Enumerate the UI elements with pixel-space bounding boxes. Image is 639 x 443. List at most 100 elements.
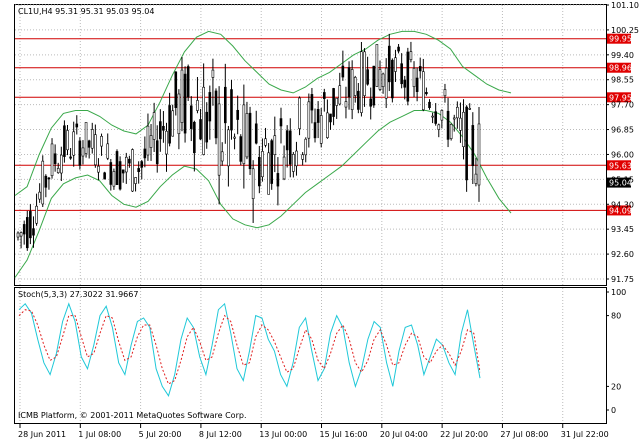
candle-body (242, 104, 246, 164)
candle-body (449, 124, 453, 139)
price-level-label: 97.95 (609, 93, 632, 102)
candle-body (323, 92, 326, 99)
time-tick-label: 1 Jul 08:00 (78, 430, 121, 439)
candle-body (258, 156, 261, 187)
grid (15, 4, 606, 423)
candle-body (162, 125, 165, 131)
price-level-label: 94.09 (609, 206, 632, 215)
stochastic-title: Stoch(5,3,3) 27.3022 31.9667 (18, 290, 138, 299)
candle-body (41, 160, 45, 205)
candle-body (239, 136, 243, 162)
candle-body (434, 111, 437, 124)
current-price-tag (607, 177, 631, 188)
candle-body (319, 115, 323, 144)
candle-body (230, 89, 233, 131)
candle-body (372, 65, 376, 106)
time-tick-label: 5 Jul 20:00 (139, 430, 182, 439)
candle-body (100, 135, 103, 147)
candle-body (72, 131, 75, 156)
candle-body (63, 125, 66, 157)
candle-body (471, 125, 475, 167)
stochastic-tick-label: 80 (611, 312, 621, 321)
candle-body (214, 90, 218, 139)
candle-body (16, 232, 20, 238)
candle-body (338, 85, 342, 105)
time-tick-label: 8 Jul 12:00 (199, 430, 242, 439)
candle-body (360, 51, 363, 113)
price-tick-label: 97.70 (611, 101, 634, 110)
candle-body (335, 97, 338, 106)
candle-body (350, 69, 354, 110)
stochastic-tick-label: 20 (611, 382, 621, 391)
candle-body (233, 136, 236, 139)
candle-body (477, 123, 481, 186)
candle-body (134, 177, 137, 184)
candle-body (109, 162, 113, 185)
candle-body (165, 130, 168, 155)
candle-body (363, 51, 366, 96)
price-level-tag (607, 92, 631, 103)
candle-body (124, 156, 128, 173)
candle-body (196, 100, 199, 111)
candle-body (19, 232, 23, 237)
candle-body (329, 113, 332, 123)
candle-body (400, 63, 403, 85)
price-tick-label: 91.75 (611, 275, 634, 284)
candle-body (152, 112, 156, 140)
candle-body (304, 138, 308, 156)
stochastic-main-line (18, 302, 481, 397)
stochastic-signal-line (18, 309, 481, 385)
candle-body (288, 130, 292, 165)
candle-body (248, 112, 252, 170)
candle-body (56, 168, 60, 174)
time-tick-label: 13 Jul 00:00 (259, 430, 307, 439)
candle-body (412, 67, 416, 87)
candle-body (468, 108, 472, 110)
candle-body (97, 165, 100, 173)
candle-body (53, 153, 57, 164)
candle-body (313, 122, 317, 139)
candle-body (378, 69, 382, 90)
candle-body (443, 89, 447, 97)
candle-body (223, 86, 227, 124)
price-level-tag (607, 62, 631, 73)
candle-body (347, 67, 351, 98)
candle-body (282, 156, 286, 180)
time-tick-label: 27 Jul 08:00 (500, 430, 548, 439)
price-tick-label: 92.60 (611, 250, 634, 259)
candle-body (267, 152, 270, 195)
candle-body (94, 134, 97, 166)
price-tick-label: 94.30 (611, 200, 634, 209)
time-tick-label: 22 Jul 20:00 (440, 430, 488, 439)
candle-body (78, 140, 82, 166)
candle-body (341, 65, 345, 78)
candle-body (50, 143, 54, 177)
candle-body (465, 106, 468, 181)
candle-body (131, 149, 134, 192)
candle-body (316, 109, 320, 123)
candle-body (279, 118, 283, 127)
candle-body (29, 211, 32, 239)
candle-body (406, 51, 410, 102)
price-level-label: 99.95 (609, 35, 632, 44)
candle-body (384, 67, 388, 99)
candle-body (193, 121, 196, 154)
candles (16, 33, 481, 251)
candle-body (60, 154, 63, 174)
candle-body (103, 172, 106, 180)
time-axis: 28 Jun 2011 1 Jul 08:00 5 Jul 20:00 8 Jul 1… (18, 424, 609, 439)
candle-body (174, 71, 178, 108)
candle-body (403, 79, 407, 88)
candle-body (264, 138, 267, 146)
candle-body (381, 73, 385, 87)
time-tick-label: 28 Jun 2011 (18, 430, 66, 439)
candle-body (276, 173, 280, 187)
price-tick-label: 96.00 (611, 150, 634, 159)
time-tick-label: 31 Jul 22:00 (561, 430, 609, 439)
candle-body (452, 117, 456, 120)
candle-body (112, 171, 116, 187)
candle-body (149, 135, 153, 148)
candle-body (332, 88, 335, 117)
